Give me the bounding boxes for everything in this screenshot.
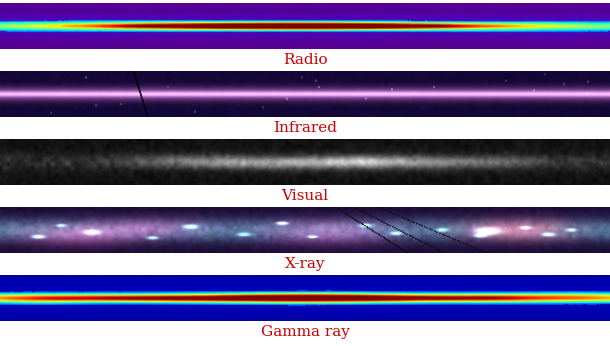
Text: X-ray: X-ray [285, 257, 325, 271]
Text: Gamma ray: Gamma ray [260, 325, 350, 339]
Text: Infrared: Infrared [273, 121, 337, 135]
Text: Radio: Radio [282, 53, 328, 67]
Text: Visual: Visual [281, 189, 329, 203]
